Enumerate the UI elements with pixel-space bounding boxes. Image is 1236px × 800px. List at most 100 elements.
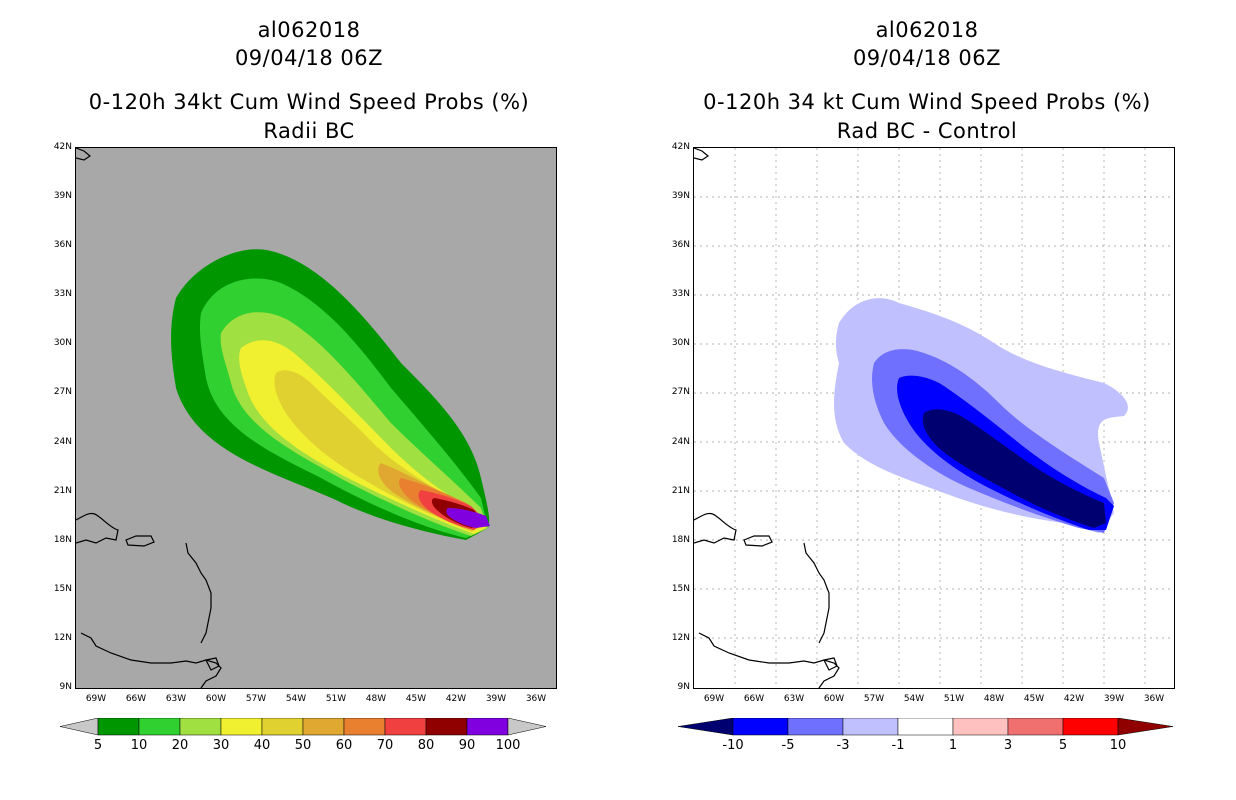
lat-tick-label: 33N [671,289,690,300]
lon-tick-label: 69W [85,694,107,704]
lon-tick-label: 54W [903,694,925,704]
lon-tick-label: 57W [245,694,267,704]
colorbar-swatch [787,717,844,736]
colorbar-swatch [302,717,345,736]
lon-tick-label: 39W [1103,694,1125,704]
venezuela-coast [80,632,222,688]
lat-tick-label: 12N [671,632,690,643]
lon-tick-label: 48W [983,694,1005,704]
hispaniola-coast [694,512,737,544]
colorbar-swatch [732,717,789,736]
colorbar-label: 3 [1004,738,1012,753]
lon-tick-label: 60W [205,694,227,704]
colorbar-swatch [842,717,899,736]
colorbar-swatch [1062,717,1119,736]
difference-colorbar: -10 -5 -3 -1 1 3 5 10 [677,717,1174,788]
trinidad-coast [205,657,220,671]
datetime-title: 09/04/18 06Z [852,46,1002,70]
lat-tick-label: 27N [53,387,72,398]
lat-tick-label: 21N [671,485,690,496]
colorbar-label: 5 [1059,738,1067,753]
diff-contour-minus10 [922,409,1106,528]
colorbar-swatch [1007,717,1064,736]
lon-tick-label: 60W [823,694,845,704]
colorbar-arrow-left [59,717,99,736]
colorbar-swatch [220,717,263,736]
lat-tick-label: 36N [53,240,72,251]
colorbar-label: -3 [837,738,850,753]
colorbar-swatch [425,717,468,736]
colorbar-arrow-right [507,717,547,736]
storm-id-title: al062018 [257,18,361,42]
lon-tick-label: 51W [943,694,965,704]
right-panel: al062018 09/04/18 06Z 0-120h 34 kt Cum W… [618,0,1236,800]
lon-tick-label: 54W [285,694,307,704]
lon-tick-label: 45W [405,694,427,704]
lat-tick-label: 39N [671,191,690,202]
lat-tick-label: 21N [53,485,72,496]
lat-tick-label: 18N [671,534,690,545]
colorbar-swatch [952,717,1009,736]
colorbar-label: 50 [295,738,312,753]
colorbar-swatch [343,717,386,736]
colorbar-label: 100 [496,738,521,753]
probability-colorbar: 5 10 20 30 40 50 60 70 80 90 100 [59,717,555,788]
product-title: 0-120h 34kt Cum Wind Speed Probs (%) [88,90,530,114]
storm-id-title: al062018 [875,18,979,42]
lon-tick-label: 36W [525,694,547,704]
coastline-outlines [76,148,222,688]
lon-tick-label: 57W [863,694,885,704]
colorbar-swatch [897,717,954,736]
lon-tick-label: 42W [445,694,467,704]
lat-tick-label: 33N [53,289,72,300]
prob-contour-90 [446,508,490,528]
lesser-antilles-coast [185,542,212,644]
lat-tick-label: 30N [671,338,690,349]
lon-tick-label: 63W [783,694,805,704]
colorbar-swatch [384,717,427,736]
colorbar-swatch [138,717,181,736]
colorbar-label: 40 [254,738,271,753]
lat-tick-label: 42N [671,142,690,152]
lon-tick-label: 36W [1143,694,1165,704]
colorbar-label: 10 [131,738,148,753]
lesser-antilles-coast [803,542,830,644]
colorbar-label: 10 [1110,738,1127,753]
lat-tick-label: 42N [53,142,72,152]
lon-tick-label: 63W [165,694,187,704]
lat-tick-label: 36N [671,240,690,251]
venezuela-coast [698,632,840,688]
colorbar-label: -5 [782,738,795,753]
lat-tick-label: 9N [677,682,690,692]
colorbar-swatch [261,717,304,736]
nova-scotia-coast [76,148,92,161]
lat-tick-label: 30N [53,338,72,349]
colorbar-arrow-left [677,717,734,736]
lon-tick-label: 66W [125,694,147,704]
lat-tick-label: 18N [53,534,72,545]
colorbar-label: -10 [722,738,743,753]
lat-tick-label: 9N [59,682,72,692]
probability-difference-map: 42N 39N 36N 33N 30N 27N 24N 21N 18N 15N 12N 9N 69W 6… [672,142,1175,704]
lon-tick-label: 42W [1063,694,1085,704]
left-panel: al062018 09/04/18 06Z 0-120h 34kt Cum Wi… [54,18,557,788]
datetime-title: 09/04/18 06Z [234,46,384,70]
lat-tick-label: 24N [53,436,72,447]
colorbar-swatch [179,717,222,736]
lat-tick-label: 12N [53,632,72,643]
puerto-rico-coast [743,535,773,547]
product-subtitle: Rad BC - Control [836,119,1018,143]
trinidad-coast [823,657,838,671]
coastline-outlines [694,148,840,688]
product-subtitle: Radii BC [263,119,355,143]
colorbar-label: 70 [377,738,394,753]
hispaniola-coast [76,512,119,544]
lon-tick-label: 48W [365,694,387,704]
colorbar-label: 90 [459,738,476,753]
colorbar-label: 5 [94,738,102,753]
lon-tick-label: 69W [703,694,725,704]
lon-tick-label: 39W [485,694,507,704]
wind-probability-map: 42N 39N 36N 33N 30N 27N 24N 21N 18N 15N 12N 9N 69W 6… [54,142,557,704]
colorbar-label: 1 [949,738,957,753]
colorbar-swatch [97,717,140,736]
